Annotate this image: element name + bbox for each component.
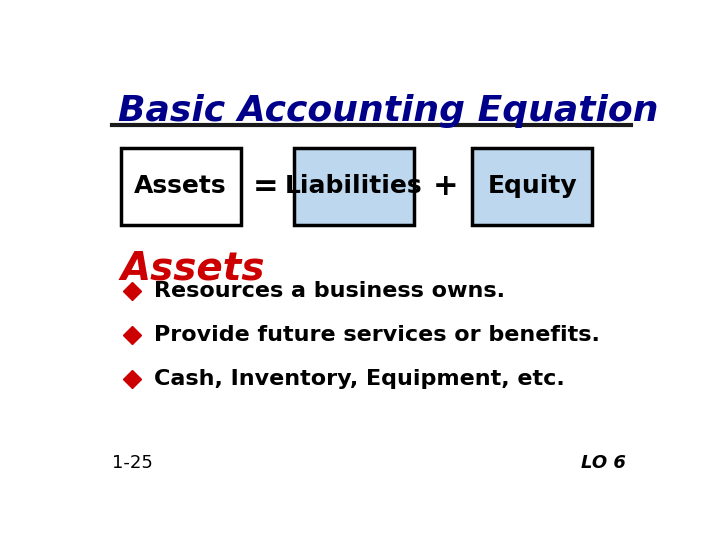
Text: =: = <box>253 172 279 201</box>
Text: +: + <box>433 172 458 201</box>
Text: Liabilities: Liabilities <box>285 174 423 198</box>
Text: Assets: Assets <box>121 250 265 288</box>
Text: Provide future services or benefits.: Provide future services or benefits. <box>154 325 600 345</box>
Text: Equity: Equity <box>487 174 577 198</box>
FancyBboxPatch shape <box>472 148 593 225</box>
FancyBboxPatch shape <box>294 148 413 225</box>
Text: Cash, Inventory, Equipment, etc.: Cash, Inventory, Equipment, etc. <box>154 369 565 389</box>
Text: LO 6: LO 6 <box>581 454 626 472</box>
Text: Resources a business owns.: Resources a business owns. <box>154 281 505 301</box>
Text: Assets: Assets <box>135 174 227 198</box>
FancyBboxPatch shape <box>121 148 240 225</box>
Text: 1-25: 1-25 <box>112 454 153 472</box>
Text: Basic Accounting Equation: Basic Accounting Equation <box>118 94 658 128</box>
